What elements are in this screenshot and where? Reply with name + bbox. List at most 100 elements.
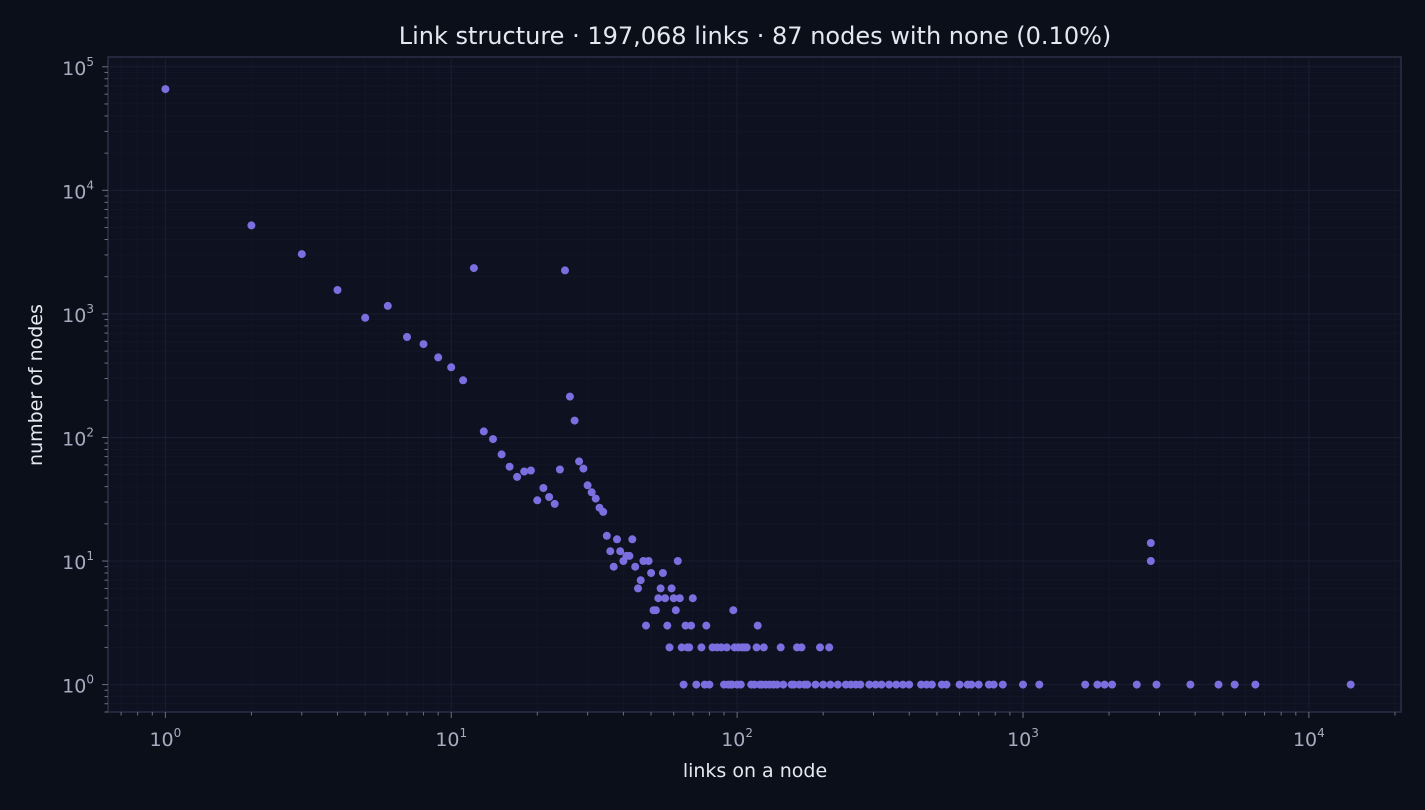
data-point	[917, 680, 926, 689]
data-point	[669, 594, 678, 603]
data-point	[1214, 680, 1223, 689]
data-point	[520, 467, 529, 476]
data-points	[161, 85, 1355, 689]
plot-area	[107, 56, 1402, 713]
data-point	[819, 680, 828, 689]
grid-lines	[108, 57, 1401, 713]
data-point	[717, 643, 726, 652]
data-point	[729, 606, 738, 615]
data-point	[616, 547, 625, 556]
data-point	[644, 557, 653, 565]
data-point	[479, 427, 488, 436]
data-point	[677, 643, 686, 652]
data-point	[671, 606, 680, 615]
data-point	[565, 392, 574, 401]
data-point	[722, 643, 731, 652]
data-point	[570, 416, 579, 425]
data-point	[752, 643, 761, 652]
data-point	[833, 680, 842, 689]
data-point	[661, 594, 670, 603]
data-point	[665, 643, 674, 652]
data-point	[797, 643, 806, 652]
data-point	[811, 680, 820, 689]
y-tick-label: 103	[62, 302, 94, 327]
data-point	[161, 85, 170, 94]
data-point	[998, 680, 1007, 689]
data-point	[583, 481, 592, 490]
data-point	[434, 353, 443, 362]
data-point	[613, 535, 621, 544]
data-point	[753, 621, 762, 630]
data-point	[469, 264, 478, 273]
data-point	[865, 680, 874, 689]
y-tick-label: 101	[62, 549, 94, 574]
x-tick-label: 104	[1293, 726, 1325, 751]
data-point	[1146, 539, 1155, 547]
data-point	[561, 266, 569, 275]
data-point	[383, 301, 392, 310]
data-point	[609, 562, 618, 571]
data-point	[459, 376, 468, 385]
data-point	[692, 680, 701, 689]
data-point	[927, 680, 936, 689]
data-point	[688, 594, 697, 603]
data-point	[602, 531, 611, 540]
data-point	[631, 562, 640, 571]
data-point	[1146, 557, 1155, 565]
data-point	[297, 250, 306, 259]
data-point	[663, 621, 672, 630]
x-tick-label: 101	[435, 726, 467, 751]
data-point	[550, 499, 559, 508]
data-point	[1251, 680, 1260, 689]
data-point	[877, 680, 886, 689]
data-point	[545, 493, 554, 501]
data-point	[697, 643, 706, 652]
data-point	[1230, 680, 1239, 689]
data-point	[673, 557, 682, 565]
data-point	[1035, 680, 1044, 689]
data-point	[1108, 680, 1117, 689]
y-tick-label: 105	[62, 55, 94, 80]
data-point	[1346, 680, 1355, 689]
data-point	[579, 464, 588, 473]
data-point	[773, 680, 782, 689]
y-tick-label: 104	[62, 178, 94, 203]
data-point	[1093, 680, 1102, 689]
data-point	[361, 313, 370, 322]
y-tick-label: 102	[62, 425, 94, 450]
data-point	[333, 286, 342, 294]
data-point	[628, 535, 637, 544]
data-point	[647, 569, 656, 577]
data-point	[816, 643, 824, 652]
data-point	[885, 680, 894, 689]
data-point	[679, 680, 688, 689]
data-point	[625, 551, 634, 560]
data-point	[526, 466, 535, 475]
data-point	[658, 569, 667, 577]
data-point	[1132, 680, 1141, 689]
data-point	[779, 680, 788, 689]
data-point	[681, 621, 690, 630]
data-point	[539, 484, 548, 492]
data-point	[599, 507, 608, 516]
y-axis-ticks: 100 101 102 103 104 105	[62, 55, 108, 713]
data-point	[742, 643, 751, 652]
data-point	[942, 680, 951, 689]
data-point	[675, 594, 684, 603]
data-point	[497, 450, 506, 459]
data-point	[1100, 680, 1109, 689]
data-point	[955, 680, 964, 689]
data-point	[513, 472, 522, 481]
data-point	[656, 584, 665, 593]
y-axis-label: number of nodes	[25, 304, 47, 466]
data-point	[447, 363, 456, 372]
data-point	[905, 680, 914, 689]
data-point	[705, 680, 714, 689]
data-point	[403, 333, 411, 341]
data-point	[825, 643, 834, 652]
x-tick-label: 103	[1007, 726, 1039, 751]
data-point	[575, 457, 584, 466]
data-point	[776, 643, 785, 652]
data-point	[1019, 680, 1027, 689]
